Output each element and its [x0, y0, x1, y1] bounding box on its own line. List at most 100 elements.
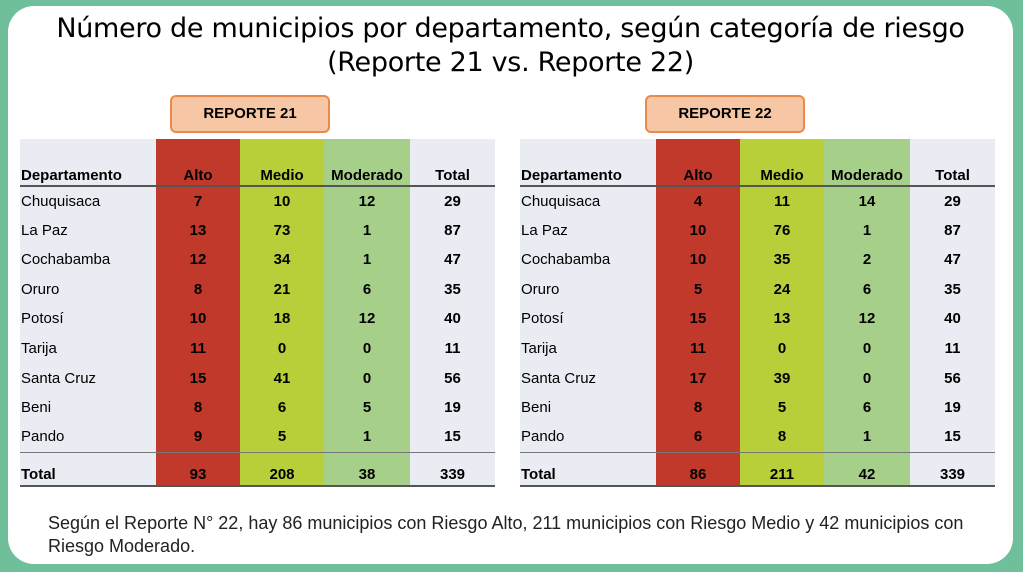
cell-medio: 0: [240, 333, 324, 364]
cell-moderado: 0: [324, 333, 410, 364]
header-moderado: Moderado: [824, 139, 910, 187]
table-row: Beni 8 5 6 19: [520, 392, 995, 423]
cell-moderado: 0: [824, 363, 910, 393]
cell-departamento: Santa Cruz: [521, 369, 597, 387]
cell-alto: 17: [656, 363, 740, 393]
cell-alto: 8: [156, 274, 240, 305]
cell-alto: 12: [156, 245, 240, 275]
header-total: Total: [410, 139, 495, 187]
header-row: Departamento Alto Medio Moderado Total: [20, 139, 495, 187]
cell-total: 19: [944, 399, 961, 417]
cell-departamento: Beni: [21, 399, 52, 417]
total-medio: 211: [740, 451, 824, 487]
header-moderado: Moderado: [324, 139, 410, 187]
cell-medio: 24: [740, 274, 824, 305]
cell-departamento: Tarija: [21, 340, 57, 357]
cell-medio: 76: [740, 215, 824, 246]
cell-departamento: La Paz: [521, 221, 568, 239]
table-row: Chuquisaca 4 11 14 29: [520, 186, 995, 216]
cell-moderado: 1: [324, 245, 410, 275]
total-departamento: Total: [20, 451, 156, 487]
cell-medio: 35: [740, 245, 824, 275]
cell-total: 47: [944, 251, 961, 269]
table-row: La Paz 10 76 1 87: [520, 215, 995, 246]
report21-grid: Departamento Alto Medio Moderado Total Chuqui…: [20, 139, 495, 487]
cell-departamento: Potosí: [21, 310, 64, 328]
total-total: 339: [410, 451, 495, 487]
total-moderado: 38: [324, 451, 410, 487]
cell-medio: 21: [240, 274, 324, 305]
cell-alto: 8: [656, 392, 740, 423]
slide-title: Número de municipios por departamento, s…: [8, 12, 1013, 80]
cell-departamento: Beni: [521, 399, 552, 417]
total-departamento: Total: [520, 451, 656, 487]
table-row: Potosí 10 18 12 40: [20, 304, 495, 334]
header-medio: Medio: [240, 139, 324, 187]
cell-moderado: 2: [824, 245, 910, 275]
cell-departamento: Tarija: [521, 340, 557, 357]
table-row: Pando 9 5 1 15: [20, 422, 495, 452]
cell-alto: 10: [156, 304, 240, 334]
cell-total: 87: [444, 221, 461, 239]
cell-total: 29: [944, 192, 961, 210]
cell-alto: 10: [656, 215, 740, 246]
cell-moderado: 12: [824, 304, 910, 334]
report-22-table: Departamento Alto Medio Moderado Total Chuqui…: [520, 139, 995, 487]
cell-medio: 34: [240, 245, 324, 275]
cell-total: 15: [444, 428, 461, 446]
header-total: Total: [910, 139, 995, 187]
total-row: Total 86 211 42 339: [520, 451, 995, 487]
cell-total: 56: [444, 369, 461, 387]
total-alto: 86: [656, 451, 740, 487]
table-row: Santa Cruz 15 41 0 56: [20, 363, 495, 393]
cell-medio: 18: [240, 304, 324, 334]
total-moderado: 42: [824, 451, 910, 487]
cell-departamento: Santa Cruz: [21, 369, 97, 387]
cell-medio: 39: [740, 363, 824, 393]
slide: Número de municipios por departamento, s…: [8, 6, 1013, 564]
cell-total: 56: [944, 369, 961, 387]
cell-departamento: Oruro: [21, 280, 60, 298]
header-alto: Alto: [656, 139, 740, 187]
cell-departamento: Chuquisaca: [21, 192, 101, 210]
table-row: Tarija 11 0 0 11: [520, 333, 995, 364]
cell-medio: 11: [740, 186, 824, 216]
cell-departamento: Pando: [521, 428, 565, 446]
cell-medio: 0: [740, 333, 824, 364]
title-line-2: (Reporte 21 vs. Reporte 22): [327, 47, 694, 78]
cell-moderado: 1: [824, 422, 910, 452]
table-row: Beni 8 6 5 19: [20, 392, 495, 423]
cell-total: 29: [444, 192, 461, 210]
cell-medio: 73: [240, 215, 324, 246]
total-alto: 93: [156, 451, 240, 487]
total-medio: 208: [240, 451, 324, 487]
cell-alto: 9: [156, 422, 240, 452]
table-row: Tarija 11 0 0 11: [20, 333, 495, 364]
cell-medio: 13: [740, 304, 824, 334]
cell-departamento: Cochabamba: [521, 251, 611, 269]
cell-medio: 8: [740, 422, 824, 452]
report-21-table: Departamento Alto Medio Moderado Total Chuqui…: [20, 139, 495, 487]
total-total: 339: [910, 451, 995, 487]
cell-total: 11: [444, 340, 461, 357]
report22-grid: Departamento Alto Medio Moderado Total Chuqui…: [520, 139, 995, 487]
table-row: Potosí 15 13 12 40: [520, 304, 995, 334]
cell-total: 40: [944, 310, 961, 328]
total-row: Total 93 208 38 339: [20, 451, 495, 487]
cell-moderado: 1: [324, 422, 410, 452]
cell-alto: 6: [656, 422, 740, 452]
cell-total: 40: [444, 310, 461, 328]
footer-note: Según el Reporte N° 22, hay 86 municipio…: [48, 513, 964, 556]
cell-alto: 15: [656, 304, 740, 334]
cell-moderado: 12: [324, 186, 410, 216]
header-departamento: Departamento: [20, 139, 156, 187]
cell-departamento: Oruro: [521, 280, 560, 298]
cell-total: 35: [444, 280, 461, 298]
cell-moderado: 0: [824, 333, 910, 364]
table-row: Oruro 5 24 6 35: [520, 274, 995, 305]
cell-moderado: 1: [324, 215, 410, 246]
table-row: Cochabamba 10 35 2 47: [520, 245, 995, 275]
cell-total: 15: [944, 428, 961, 446]
title-line-1: Número de municipios por departamento, s…: [56, 13, 965, 44]
header-row: Departamento Alto Medio Moderado Total: [520, 139, 995, 187]
